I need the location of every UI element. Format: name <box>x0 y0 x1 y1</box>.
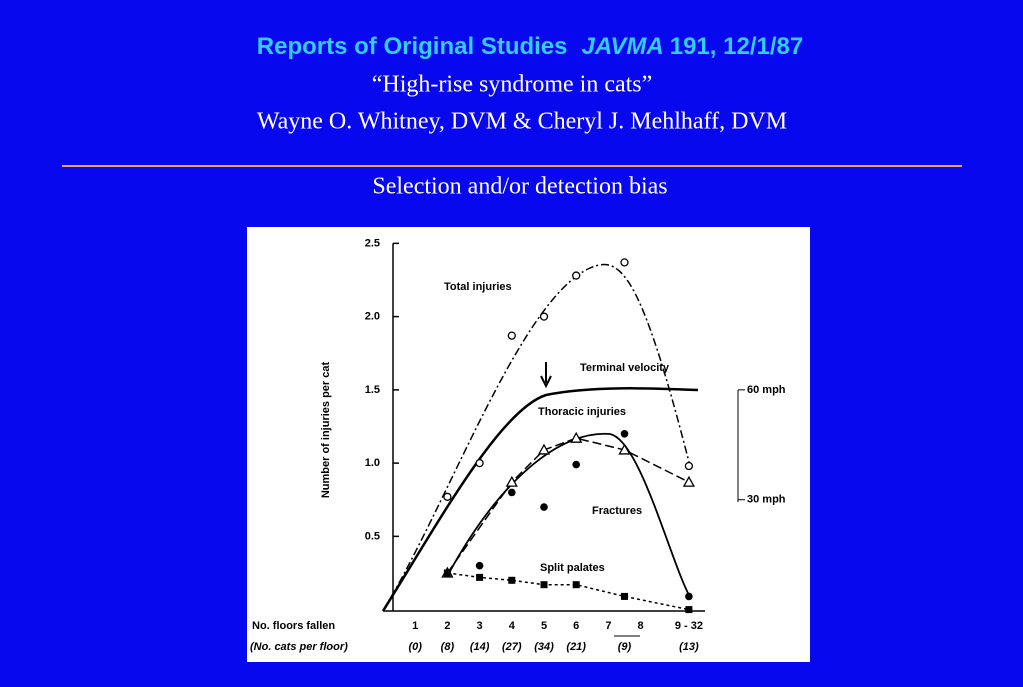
journal: JAVMA <box>582 33 664 60</box>
title-main: Reports of Original Studies <box>257 33 568 60</box>
title: Reports of Original Studies JAVMA 191, 12/… <box>257 33 803 60</box>
point <box>540 581 548 589</box>
x-tick-label: 3 <box>477 620 483 632</box>
x-tick-label: 5 <box>541 620 547 632</box>
series-label: Thoracic injuries <box>538 406 626 418</box>
point <box>621 592 628 600</box>
cat-count: (0) <box>408 641 422 653</box>
arrow <box>540 362 552 389</box>
point <box>685 592 693 601</box>
series-label: Total injuries <box>444 281 512 293</box>
cat-count: (9) <box>618 641 632 653</box>
y-label: Number of injuries per cat <box>320 362 332 499</box>
x-label: No. floors fallen <box>252 620 335 632</box>
point <box>476 573 484 581</box>
terminal-velocity-curve <box>381 387 699 612</box>
point <box>570 431 583 443</box>
point <box>620 258 629 267</box>
point <box>508 576 516 584</box>
fractures-fit-curve <box>448 432 691 598</box>
cat-count: (21) <box>566 641 586 653</box>
authors: Wayne O. Whitney, DVM & Cheryl J. Mehlha… <box>257 109 787 135</box>
point <box>618 443 631 455</box>
point <box>475 458 484 468</box>
x-tick-label: 7 <box>605 620 611 632</box>
point <box>540 503 548 511</box>
cats-label: (No. cats per floor) <box>250 641 348 653</box>
point <box>620 430 629 438</box>
cat-count: (8) <box>441 641 455 653</box>
point <box>572 271 581 280</box>
point <box>539 312 549 321</box>
y-tick-label: 2.5 <box>365 237 380 249</box>
series-label: Fractures <box>592 505 642 517</box>
cat-count: (13) <box>679 641 699 653</box>
y2-tick-label: 30 mph <box>747 494 786 506</box>
date: , 12/1/87 <box>710 33 803 60</box>
point <box>572 460 580 469</box>
cat-count: (27) <box>502 641 522 653</box>
x-tick-label: 9 - 32 <box>675 620 703 632</box>
annotation: Terminal velocity <box>580 362 670 374</box>
series-line <box>446 437 690 574</box>
volume: 191 <box>670 33 710 60</box>
x-tick-label: 8 <box>638 620 644 632</box>
series-label: Split palates <box>540 562 605 574</box>
cat-count: (14) <box>470 641 490 653</box>
subtitle: “High-rise syndrome in cats” <box>372 72 653 98</box>
y2-tick-label: 60 mph <box>747 384 786 396</box>
point <box>572 581 580 589</box>
point <box>685 606 693 614</box>
y-tick-label: 1.0 <box>365 457 380 469</box>
chart: 0.5 1.0 1.5 2.0 2.5 30 mph 60 mph 1 2 3 4 5 6 7 8 9 - 3… <box>250 237 786 653</box>
point <box>537 443 551 455</box>
x-tick-label: 6 <box>573 620 579 632</box>
point <box>682 475 696 487</box>
point <box>507 331 516 340</box>
point <box>443 492 452 501</box>
point <box>505 475 518 487</box>
x-tick-label: 1 <box>412 620 418 632</box>
point <box>508 488 516 497</box>
x-tick-label: 4 <box>509 620 516 632</box>
total-fit-curve <box>382 263 691 612</box>
x-tick-label: 2 <box>444 620 450 632</box>
cat-count: (34) <box>534 641 554 653</box>
point <box>684 461 694 471</box>
y-tick-label: 1.5 <box>365 384 380 396</box>
point <box>475 561 484 570</box>
chart-panel <box>247 227 810 662</box>
y-tick-label: 2.0 <box>365 311 380 323</box>
y-tick-label: 0.5 <box>365 530 380 542</box>
topic: Selection and/or detection bias <box>372 174 667 200</box>
point <box>443 569 451 577</box>
